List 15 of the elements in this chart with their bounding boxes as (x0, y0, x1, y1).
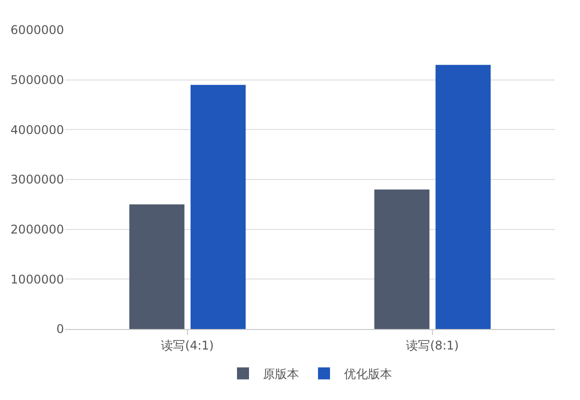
legend-label: 优化版本 (344, 367, 392, 382)
y-tick-label: 0 (56, 322, 64, 336)
bar (374, 189, 430, 329)
bar (190, 84, 246, 329)
y-tick-label: 2000000 (10, 222, 64, 237)
legend-label: 原版本 (263, 367, 299, 382)
y-tick-label: 3000000 (10, 172, 64, 187)
x-tick-label: 读写(8:1) (406, 338, 459, 352)
y-tick-label: 6000000 (10, 23, 64, 38)
y-tick-label: 5000000 (10, 73, 64, 88)
bar (129, 204, 184, 329)
bar (436, 64, 491, 329)
x-tick-label: 读写(4:1) (161, 338, 214, 352)
y-tick-label: 1000000 (10, 272, 64, 286)
y-tick-label: 4000000 (10, 122, 64, 137)
